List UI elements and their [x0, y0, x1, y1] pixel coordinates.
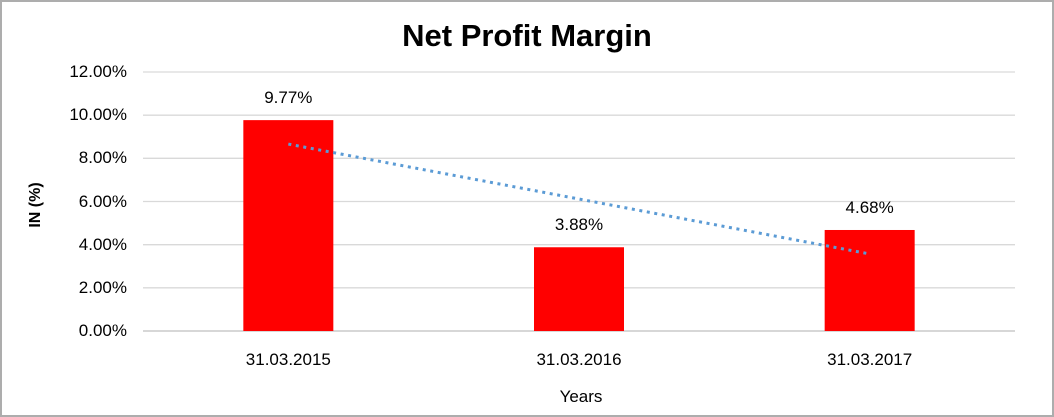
y-tick-label: 6.00% — [78, 191, 127, 211]
bar-data-label: 9.77% — [264, 88, 313, 108]
y-tick-label: 0.00% — [78, 321, 127, 340]
bar-data-label: 3.88% — [554, 215, 604, 235]
y-tick-label: 2.00% — [78, 277, 127, 297]
bar-31.03.2015 — [243, 120, 334, 332]
bar-data-label: 4.68% — [845, 197, 894, 217]
bar-31.03.2017 — [824, 229, 915, 331]
y-tick-label: 4.00% — [78, 234, 127, 254]
x-axis-title: Years — [559, 387, 603, 406]
trendline — [288, 142, 870, 256]
chart-title: Net Profit Margin — [402, 18, 652, 53]
bar-31.03.2016 — [534, 247, 624, 331]
y-tick-label: 10.00% — [69, 105, 127, 125]
y-tick-label: 8.00% — [78, 148, 127, 168]
x-tick-label: 31.03.2016 — [536, 350, 622, 369]
x-tick-label: 31.03.2017 — [827, 350, 913, 369]
x-tick-label: 31.03.2015 — [245, 350, 331, 369]
y-tick-label: 12.00% — [69, 62, 127, 81]
